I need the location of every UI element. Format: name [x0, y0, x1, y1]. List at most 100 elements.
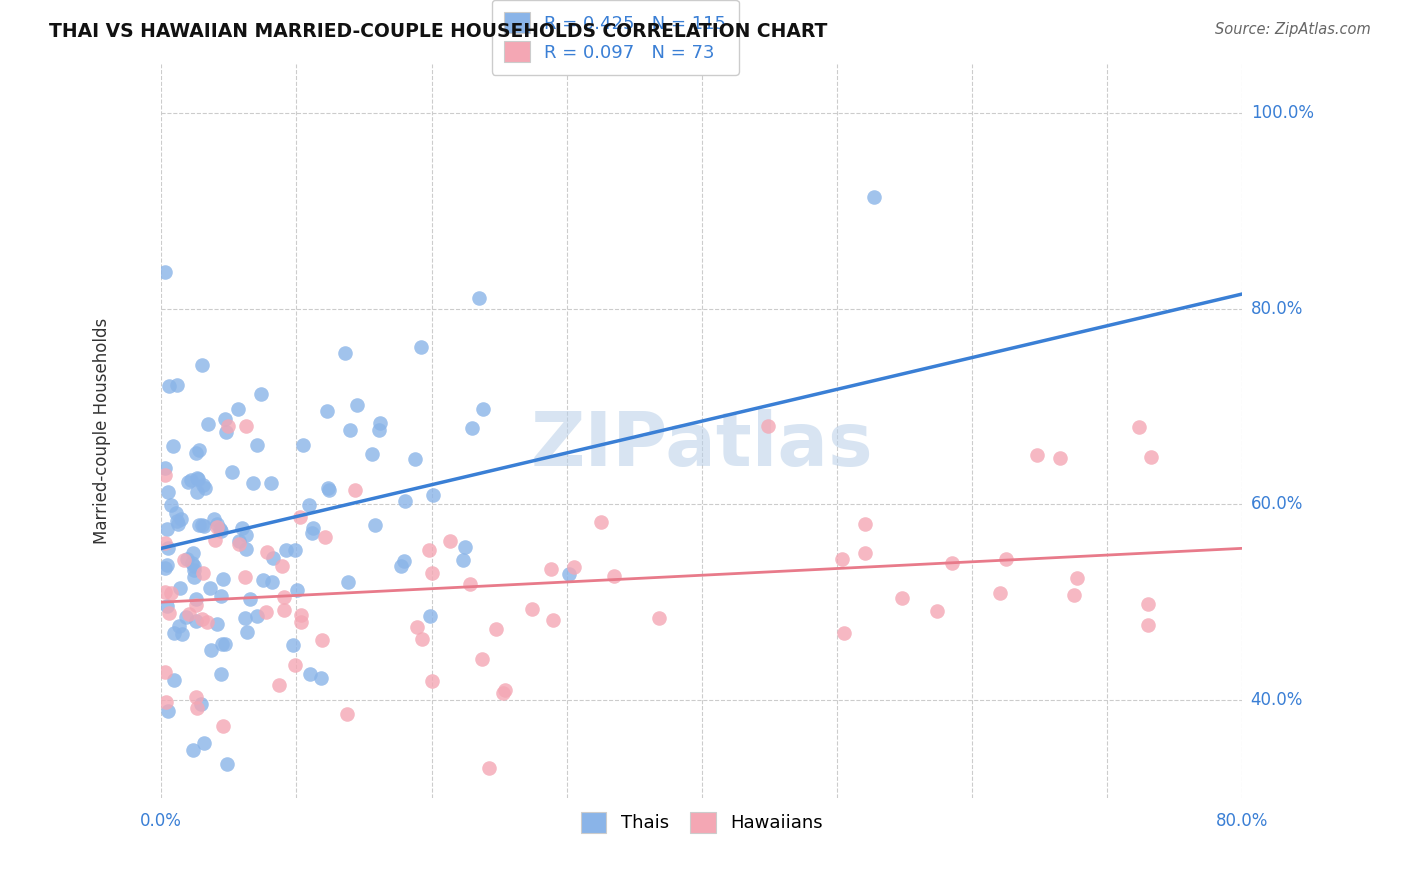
Point	[183, 559, 205, 574]
Point	[422, 488, 444, 502]
Point	[291, 437, 314, 451]
Point	[1066, 571, 1088, 585]
Point	[394, 494, 416, 508]
Point	[167, 619, 190, 633]
Point	[214, 637, 236, 651]
Text: Married-couple Households: Married-couple Households	[93, 318, 111, 544]
Point	[246, 438, 269, 452]
Point	[418, 542, 440, 557]
Point	[217, 419, 239, 434]
Point	[180, 474, 202, 488]
Point	[941, 556, 963, 570]
Point	[389, 558, 412, 573]
Point	[262, 550, 284, 565]
Point	[420, 674, 443, 689]
Text: 80.0%: 80.0%	[1216, 812, 1268, 830]
Text: THAI VS HAWAIIAN MARRIED-COUPLE HOUSEHOLDS CORRELATION CHART: THAI VS HAWAIIAN MARRIED-COUPLE HOUSEHOL…	[49, 22, 828, 41]
Point	[411, 632, 433, 646]
Point	[339, 423, 361, 437]
Point	[215, 425, 238, 439]
Point	[562, 559, 585, 574]
Point	[468, 292, 491, 306]
Point	[156, 558, 179, 572]
Text: 100.0%: 100.0%	[1251, 104, 1313, 122]
Point	[231, 520, 253, 534]
Point	[228, 537, 250, 551]
Point	[756, 419, 779, 434]
Point	[316, 481, 339, 495]
Point	[368, 416, 391, 430]
Point	[260, 476, 283, 491]
Point	[409, 340, 432, 354]
Point	[252, 573, 274, 587]
Point	[471, 651, 494, 665]
Point	[591, 515, 613, 529]
Point	[167, 517, 190, 532]
Point	[472, 402, 495, 417]
Point	[290, 615, 312, 629]
Point	[177, 475, 200, 490]
Point	[283, 638, 305, 652]
Point	[191, 358, 214, 372]
Point	[284, 657, 307, 672]
Point	[155, 665, 177, 679]
Point	[254, 605, 277, 619]
Point	[186, 690, 208, 705]
Point	[1026, 448, 1049, 462]
Point	[343, 483, 366, 497]
Point	[863, 190, 886, 204]
Point	[419, 609, 441, 624]
Point	[451, 553, 474, 567]
Point	[156, 599, 179, 613]
Text: 60.0%: 60.0%	[1251, 495, 1303, 513]
Point	[360, 447, 382, 461]
Point	[603, 569, 626, 583]
Point	[191, 566, 214, 580]
Point	[155, 695, 177, 709]
Point	[301, 525, 323, 540]
Point	[290, 607, 312, 622]
Point	[163, 673, 186, 687]
Point	[184, 614, 207, 628]
Point	[191, 477, 214, 491]
Text: ZIPatlas: ZIPatlas	[530, 409, 873, 482]
Point	[188, 442, 211, 457]
Point	[988, 585, 1011, 599]
Point	[540, 562, 562, 576]
Point	[215, 756, 238, 771]
Point	[190, 698, 212, 712]
Point	[155, 461, 177, 475]
Point	[184, 445, 207, 459]
Point	[162, 626, 184, 640]
Point	[197, 417, 219, 431]
Point	[262, 574, 284, 589]
Point	[160, 498, 183, 512]
Point	[284, 542, 307, 557]
Point	[460, 421, 482, 435]
Point	[186, 484, 208, 499]
Point	[249, 387, 271, 401]
Point	[404, 452, 426, 467]
Point	[155, 585, 177, 599]
Point	[156, 541, 179, 555]
Point	[1136, 598, 1159, 612]
Point	[274, 542, 297, 557]
Point	[183, 563, 205, 577]
Point	[1136, 618, 1159, 632]
Point	[209, 524, 232, 538]
Point	[1139, 450, 1161, 464]
Point	[155, 467, 177, 482]
Text: 40.0%: 40.0%	[1251, 691, 1303, 709]
Point	[558, 566, 581, 581]
Point	[492, 686, 515, 700]
Point	[156, 704, 179, 718]
Point	[204, 533, 226, 547]
Point	[439, 534, 461, 549]
Point	[205, 516, 228, 531]
Point	[239, 592, 262, 607]
Point	[155, 265, 177, 279]
Legend: Thais, Hawaiians: Thais, Hawaiians	[574, 805, 830, 840]
Point	[235, 528, 257, 542]
Point	[333, 345, 356, 359]
Point	[191, 612, 214, 626]
